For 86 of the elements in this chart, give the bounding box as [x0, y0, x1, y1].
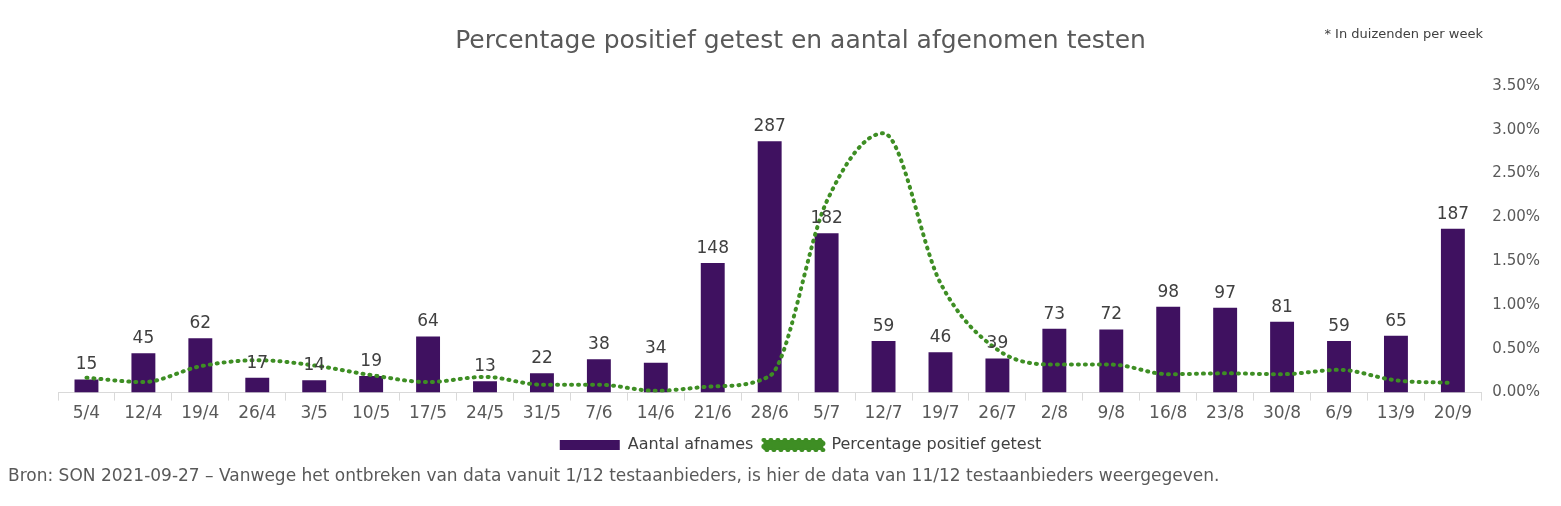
data-label: 98 — [1157, 280, 1180, 301]
x-tick-label: 24/5 — [465, 402, 505, 423]
x-tick-label: 12/4 — [124, 402, 163, 423]
bar — [1270, 321, 1295, 393]
data-label: 59 — [872, 314, 895, 335]
data-label: 38 — [588, 333, 610, 354]
legend-label: Percentage positief getest — [831, 434, 1042, 454]
text: Bron: SON 2021-09-27 – Vanwege het ontbreken van data vanuit 1/12 testaanbieders, is hier de data van 11/12 testaanbieders weergegeven. — [8, 465, 1221, 485]
x-tick-label: 30/8 — [1262, 402, 1302, 423]
y2-tick-label: 2.00% — [1492, 207, 1540, 226]
data-label: 287 — [753, 115, 786, 136]
bar — [985, 358, 1010, 393]
data-label: 59 — [1328, 314, 1350, 335]
y2-tick-label: 1.50% — [1492, 251, 1540, 270]
bar — [1042, 328, 1067, 393]
bar — [1383, 335, 1408, 393]
bar — [188, 338, 213, 393]
bar — [586, 359, 611, 393]
bar — [871, 340, 896, 393]
text: * In duizenden per week — [1324, 26, 1483, 41]
x-tick-label: 20/9 — [1433, 402, 1472, 423]
x-tick-label: 26/4 — [238, 402, 277, 423]
x-tick-label: 17/5 — [408, 402, 448, 423]
y2-tick-label: 3.00% — [1492, 119, 1540, 138]
bar — [1213, 307, 1238, 393]
y2-tick-label: 0.50% — [1492, 338, 1540, 357]
x-tick-label: 3/5 — [300, 402, 328, 423]
data-label: 62 — [189, 312, 212, 333]
x-tick-label: 5/4 — [72, 402, 101, 423]
data-label: 17 — [246, 351, 269, 372]
data-label: 34 — [644, 336, 667, 357]
data-label: 81 — [1271, 295, 1293, 316]
y2-tick-label: 3.50% — [1492, 75, 1540, 94]
x-tick-label: 19/7 — [921, 402, 960, 423]
data-label: 45 — [132, 327, 155, 348]
data-label: 65 — [1385, 309, 1407, 330]
bar — [131, 353, 156, 393]
x-tick-label: 23/8 — [1206, 402, 1245, 423]
x-tick-label: 13/9 — [1376, 402, 1416, 423]
bar — [74, 379, 99, 393]
data-label: 64 — [417, 310, 439, 331]
bar — [928, 352, 953, 393]
y2-tick-label: 1.00% — [1492, 294, 1540, 313]
bar — [416, 336, 441, 393]
data-label: 148 — [696, 236, 729, 257]
x-tick-label: 16/8 — [1149, 402, 1188, 423]
x-tick-label: 2/8 — [1040, 402, 1069, 423]
y2-tick-label: 0.00% — [1492, 382, 1540, 401]
data-label: 97 — [1214, 281, 1236, 302]
data-label: 13 — [474, 355, 496, 376]
x-tick-label: 9/8 — [1097, 402, 1125, 423]
data-label: 73 — [1043, 302, 1066, 323]
data-label: 22 — [531, 347, 553, 368]
data-label: 182 — [810, 207, 843, 228]
bar — [302, 380, 327, 393]
bar — [359, 375, 384, 393]
bar — [757, 141, 782, 393]
data-label: 39 — [986, 332, 1009, 353]
x-tick-label: 7/6 — [585, 402, 613, 423]
data-label: 46 — [929, 326, 952, 347]
bar — [1156, 306, 1181, 393]
legend-label: Aantal afnames — [627, 434, 754, 454]
bar — [245, 377, 270, 393]
x-tick-label: 28/6 — [750, 402, 789, 423]
bar — [473, 381, 497, 393]
data-label: 19 — [360, 349, 382, 370]
chart-title: Percentage positief getest en aantal afgenomen testen — [455, 24, 1146, 54]
x-tick-label: 14/6 — [636, 402, 675, 423]
bar — [700, 262, 725, 393]
bar — [1440, 228, 1465, 393]
data-label: 72 — [1100, 303, 1123, 324]
x-tick-label: 12/7 — [864, 402, 903, 423]
bar — [643, 362, 668, 393]
x-tick-label: 26/7 — [978, 402, 1017, 423]
bar — [1099, 329, 1124, 393]
bar — [814, 233, 839, 393]
data-label: 187 — [1436, 202, 1470, 223]
bar — [1327, 340, 1351, 393]
x-tick-label: 5/7 — [812, 402, 841, 423]
x-tick-label: 10/5 — [352, 402, 391, 423]
y2-tick-label: 2.50% — [1492, 163, 1540, 182]
data-label: 15 — [75, 353, 98, 374]
x-tick-label: 19/4 — [181, 402, 220, 423]
x-tick-label: 6/9 — [1325, 402, 1353, 423]
x-tick-label: 31/5 — [522, 402, 562, 423]
x-tick-label: 21/6 — [693, 402, 732, 423]
